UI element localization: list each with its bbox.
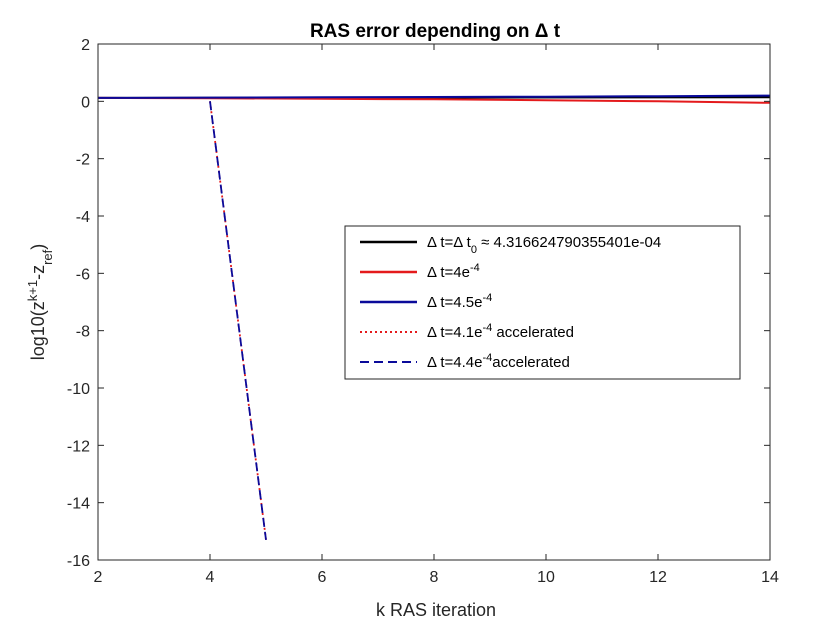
legend-label-sup: -4 [482,322,492,334]
y-tick-label-0: 2 [81,37,90,54]
legend-label-suffix: accelerated [492,354,570,371]
legend-label-1: Δ t=4e-4 [427,262,480,281]
series-line-4 [209,101,267,541]
y-tick-label-2: -2 [76,152,90,169]
y-label-sub: ref [40,249,55,265]
x-tick-label-0: 2 [94,569,103,586]
legend: Δ t=Δ t0 ≈ 4.316624790355401e-04Δ t=4e-4… [344,225,741,380]
y-tick-label-1: 0 [81,94,90,111]
y-tick-label-4: -6 [76,266,90,283]
series-line-2 [97,94,771,99]
y-label-base: log10(z [28,301,48,360]
legend-label-main: Δ t=Δ t [427,234,472,251]
legend-label-main: Δ t=4.1e [427,324,482,341]
legend-label-0: Δ t=Δ t0 ≈ 4.316624790355401e-04 [427,234,661,256]
x-tick-label-3: 8 [430,569,439,586]
legend-label-suffix: accelerated [492,324,574,341]
y-tick-label-9: -16 [67,553,90,570]
y-tick-label-3: -4 [76,209,90,226]
y-label-sup: k+1 [25,280,40,301]
x-tick-label-6: 14 [761,569,779,586]
y-tick-label-5: -8 [76,324,90,341]
legend-label-sup: -4 [482,352,492,364]
legend-label-3: Δ t=4.1e-4 accelerated [427,322,574,341]
legend-label-sup: -4 [482,292,492,304]
x-tick-label-5: 12 [649,569,667,586]
x-tick-label-1: 4 [206,569,215,586]
legend-label-2: Δ t=4.5e-4 [427,292,492,311]
y-tick-label-6: -10 [67,381,90,398]
y-tick-label-8: -14 [67,496,90,513]
legend-label-main: Δ t=4e [427,264,470,281]
legend-label-4: Δ t=4.4e-4accelerated [427,352,570,371]
chart-title: RAS error depending on Δ t [310,21,561,42]
y-label-end: ) [28,244,48,250]
legend-label-sup: -4 [470,262,480,274]
legend-label-suffix: ≈ 4.316624790355401e-04 [477,234,661,251]
legend-label-main: Δ t=4.4e [427,354,482,371]
legend-label-main: Δ t=4.5e [427,294,482,311]
series-layer [97,94,771,541]
y-label-mid: -z [28,265,48,280]
series-line-3 [209,101,267,541]
x-tick-label-2: 6 [318,569,327,586]
x-axis-label: k RAS iteration [376,600,496,620]
legend-label-sub: 0 [471,244,477,256]
y-axis-label: log10(zk+1-zref) [25,244,55,361]
ticks-layer: 2 4 6 8 10 12 14 2 0 -2 -4 -6 -8 -10 -12 -14 -16 [67,37,779,586]
x-tick-label-4: 10 [537,569,555,586]
y-tick-label-7: -12 [67,438,90,455]
